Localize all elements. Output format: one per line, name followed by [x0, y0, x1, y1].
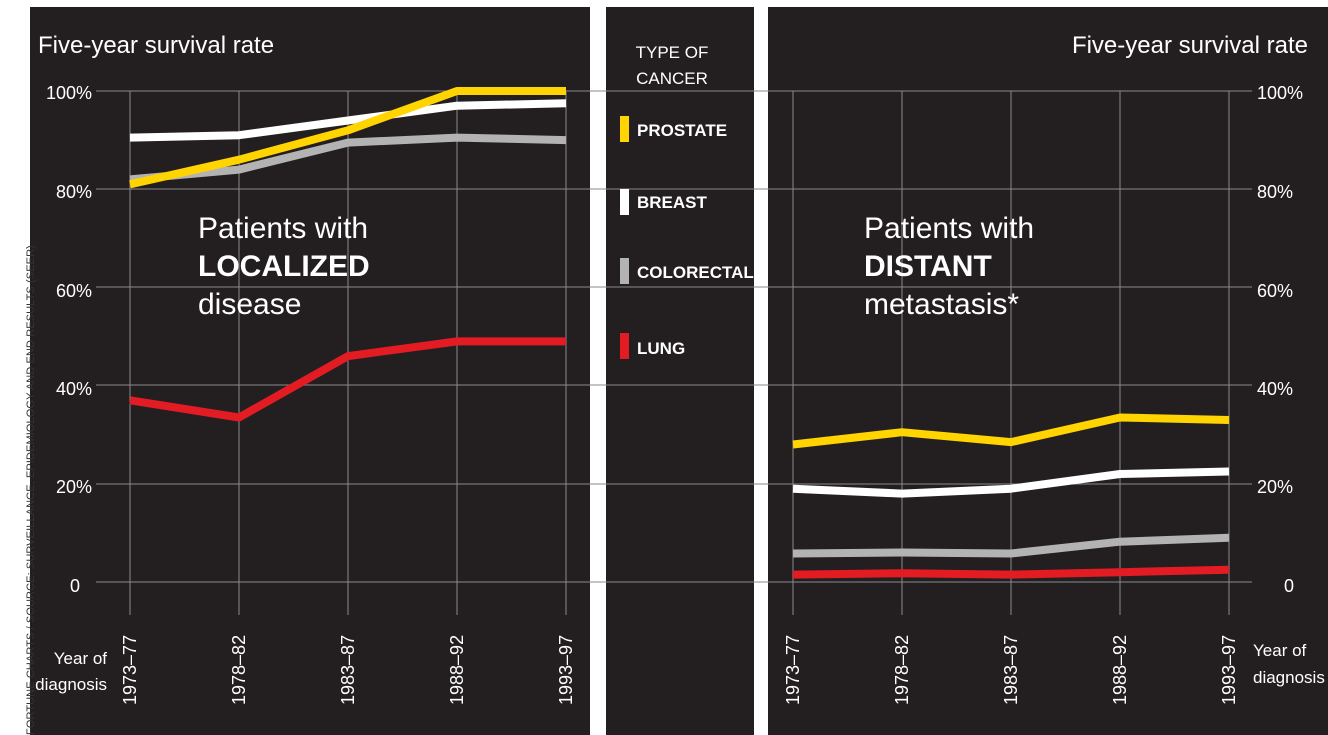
series-line-prostate — [792, 413, 1230, 449]
legend-swatch-breast — [620, 189, 629, 215]
legend-label-breast: BREAST — [637, 193, 708, 212]
legend: TYPE OF CANCER PROSTATE BREAST COLORECTA… — [620, 43, 754, 359]
right-chart: Five-year survival rate 100% 80% 60% 40%… — [783, 32, 1325, 705]
series-line-breast — [129, 99, 567, 142]
y-tick-label: 40% — [1257, 379, 1293, 399]
series-line-lung — [129, 337, 566, 422]
annotation-line3: metastasis* — [864, 288, 1019, 321]
y-tick-label: 80% — [56, 182, 92, 202]
x-tick-label: 1978–82 — [229, 635, 249, 705]
annotation-line3: disease — [198, 288, 301, 321]
legend-swatch-prostate — [620, 116, 629, 142]
x-tick-label: 1978–82 — [892, 635, 912, 705]
y-tick-label: 0 — [70, 576, 80, 596]
series-line-lung — [792, 565, 1230, 579]
x-tick-label: 1973–77 — [120, 635, 140, 705]
x-axis-label-line2: diagnosis — [35, 675, 107, 694]
legend-label-prostate: PROSTATE — [637, 121, 727, 140]
right-y-axis: 100% 80% 60% 40% 20% 0 — [1257, 83, 1303, 596]
left-x-axis: 1973–77 1978–82 1983–87 1988–92 1993–97 … — [35, 635, 576, 705]
right-x-axis: 1973–77 1978–82 1983–87 1988–92 1993–97 … — [783, 635, 1325, 705]
left-chart-title: Five-year survival rate — [38, 32, 274, 59]
legend-item-breast: BREAST — [620, 189, 708, 215]
legend-label-colorectal: COLORECTAL — [637, 263, 754, 282]
legend-swatch-lung — [620, 333, 629, 359]
y-tick-label: 80% — [1257, 182, 1293, 202]
y-tick-label: 40% — [56, 379, 92, 399]
y-tick-label: 0 — [1284, 576, 1294, 596]
left-series-lines — [129, 87, 567, 422]
series-line-colorectal — [792, 533, 1230, 558]
series-line-breast — [792, 467, 1230, 498]
source-credit: FORTUNE CHARTS / SOURCE: SURVEILLANCE, E… — [25, 245, 37, 735]
left-chart-panel — [30, 7, 590, 735]
y-tick-label: 100% — [46, 83, 92, 103]
y-tick-label: 60% — [1257, 281, 1293, 301]
legend-item-prostate: PROSTATE — [620, 116, 727, 142]
x-tick-label: 1993–97 — [556, 635, 576, 705]
annotation-line1: Patients with — [198, 212, 368, 245]
right-chart-title: Five-year survival rate — [1072, 32, 1308, 59]
x-axis-label-line1: Year of — [1253, 641, 1307, 660]
legend-title-line1: TYPE OF — [636, 43, 709, 62]
y-tick-label: 60% — [56, 281, 92, 301]
legend-item-lung: LUNG — [620, 333, 685, 359]
right-series-lines — [792, 413, 1230, 579]
series-line-prostate — [129, 87, 566, 189]
left-chart: Five-year survival rate 100% 80% 60% 40%… — [35, 32, 576, 705]
annotation-line1: Patients with — [864, 212, 1034, 245]
x-tick-label: 1973–77 — [783, 635, 803, 705]
legend-title-line2: CANCER — [636, 69, 708, 88]
right-annotation: Patients with DISTANT metastasis* — [864, 212, 1034, 321]
series-line-colorectal — [129, 133, 567, 184]
x-tick-label: 1988–92 — [447, 635, 467, 705]
x-tick-label: 1983–87 — [338, 635, 358, 705]
annotation-line2: LOCALIZED — [198, 250, 370, 283]
left-annotation: Patients with LOCALIZED disease — [198, 212, 370, 321]
x-axis-label-line1: Year of — [54, 649, 108, 668]
x-tick-label: 1993–97 — [1219, 635, 1239, 705]
left-y-axis: 100% 80% 60% 40% 20% 0 — [46, 83, 92, 596]
x-tick-label: 1983–87 — [1001, 635, 1021, 705]
y-tick-label: 100% — [1257, 83, 1303, 103]
gridlines — [96, 90, 1252, 615]
annotation-line2: DISTANT — [864, 250, 992, 283]
legend-swatch-colorectal — [620, 258, 629, 284]
legend-panel — [606, 7, 754, 735]
x-axis-label-line2: diagnosis — [1253, 668, 1325, 687]
legend-label-lung: LUNG — [637, 339, 685, 358]
y-tick-label: 20% — [1257, 477, 1293, 497]
y-tick-label: 20% — [56, 477, 92, 497]
legend-item-colorectal: COLORECTAL — [620, 258, 754, 284]
right-chart-panel — [768, 7, 1328, 735]
x-tick-label: 1988–92 — [1110, 635, 1130, 705]
